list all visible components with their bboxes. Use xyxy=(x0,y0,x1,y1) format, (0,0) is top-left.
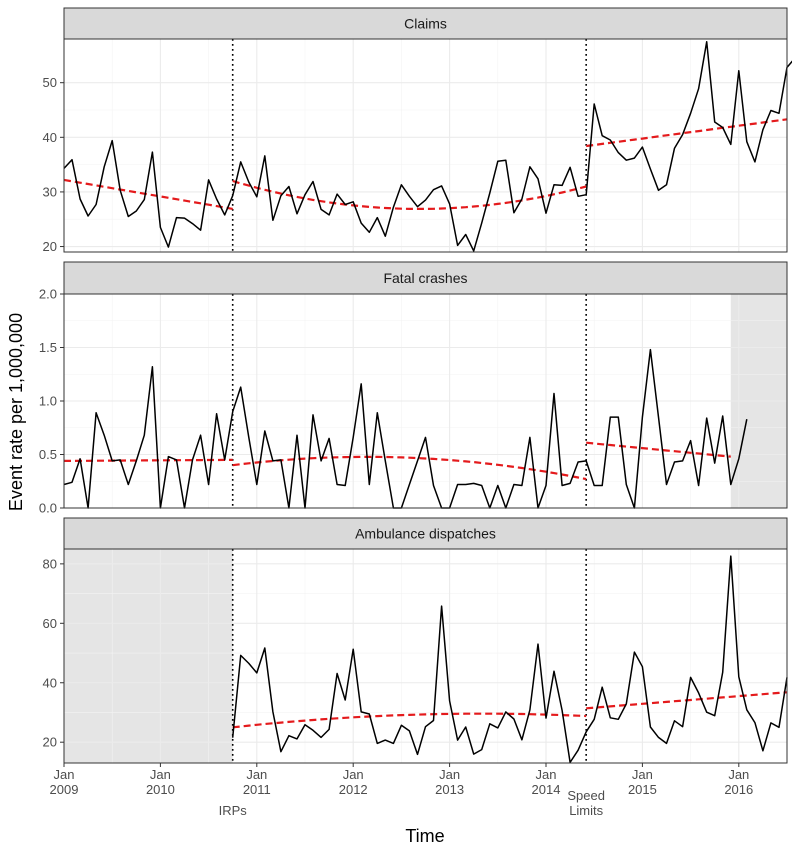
y-tick-label: 80 xyxy=(43,556,57,571)
intervention-label: IRPs xyxy=(219,803,248,818)
facet-strip xyxy=(63,261,788,295)
trend-line xyxy=(232,455,587,481)
x-axis: Jan2009Jan2010Jan2011Jan2012Jan2013Jan20… xyxy=(50,763,753,818)
x-tick-label: 2015 xyxy=(628,782,657,797)
x-tick-label: Jan xyxy=(54,767,75,782)
x-tick-label: Jan xyxy=(150,767,171,782)
facet-panel: Claims 20 30 40 50 xyxy=(43,7,792,254)
observed-series-line xyxy=(63,40,792,252)
y-tick-label: 50 xyxy=(43,75,57,90)
y-tick-label: 40 xyxy=(43,675,57,690)
y-tick-label: 30 xyxy=(43,184,57,199)
intervention-label: Limits xyxy=(569,803,603,818)
y-tick-label: 1.5 xyxy=(39,340,57,355)
plot-background xyxy=(64,39,787,252)
x-tick-label: Jan xyxy=(536,767,557,782)
y-axis-title: Event rate per 1,000,000 xyxy=(6,313,26,511)
x-tick-label: 2013 xyxy=(435,782,464,797)
y-tick-label: 60 xyxy=(43,616,57,631)
y-tick-label: 2.0 xyxy=(39,287,57,302)
trend-line xyxy=(232,712,587,729)
x-tick-label: Jan xyxy=(728,767,749,782)
observed-series-line xyxy=(63,348,748,509)
facet-strip xyxy=(63,7,788,40)
facet-panels: Claims 20 30 40 50 Fatal crashes 0.0 0.5 1.0 1.5 2… xyxy=(39,7,792,764)
x-tick-label: Jan xyxy=(246,767,267,782)
shaded-region xyxy=(64,549,233,763)
facet-title: Ambulance dispatches xyxy=(355,526,496,542)
facet-panel: Fatal crashes 0.0 0.5 1.0 1.5 2.0 xyxy=(39,261,788,516)
x-tick-label: 2016 xyxy=(724,782,753,797)
facet-panel: Ambulance dispatches 20 40 60 80 xyxy=(43,517,788,764)
trend-line xyxy=(586,118,788,148)
trend-line xyxy=(63,178,233,210)
panel-border xyxy=(63,38,788,253)
x-tick-label: 2009 xyxy=(50,782,79,797)
facet-strip xyxy=(63,517,788,550)
y-tick-label: 20 xyxy=(43,239,57,254)
y-tick-label: 40 xyxy=(43,130,57,145)
x-tick-label: 2010 xyxy=(146,782,175,797)
facet-title: Fatal crashes xyxy=(383,270,467,286)
y-tick-label: 1.0 xyxy=(39,394,57,409)
intervention-label: Speed xyxy=(567,788,605,803)
trend-line xyxy=(586,441,731,458)
y-tick-label: 0.5 xyxy=(39,447,57,462)
y-tick-label: 0.0 xyxy=(39,501,57,516)
x-tick-label: Jan xyxy=(343,767,364,782)
x-tick-label: 2011 xyxy=(243,782,271,797)
observed-series-line xyxy=(231,555,788,764)
x-tick-label: 2014 xyxy=(532,782,561,797)
y-tick-label: 20 xyxy=(43,735,57,750)
panel-border xyxy=(63,548,788,764)
facet-title: Claims xyxy=(404,16,447,32)
panel-border xyxy=(63,293,788,509)
x-tick-label: Jan xyxy=(439,767,460,782)
x-tick-label: 2012 xyxy=(339,782,368,797)
x-axis-title: Time xyxy=(405,826,444,846)
x-tick-label: Jan xyxy=(632,767,653,782)
